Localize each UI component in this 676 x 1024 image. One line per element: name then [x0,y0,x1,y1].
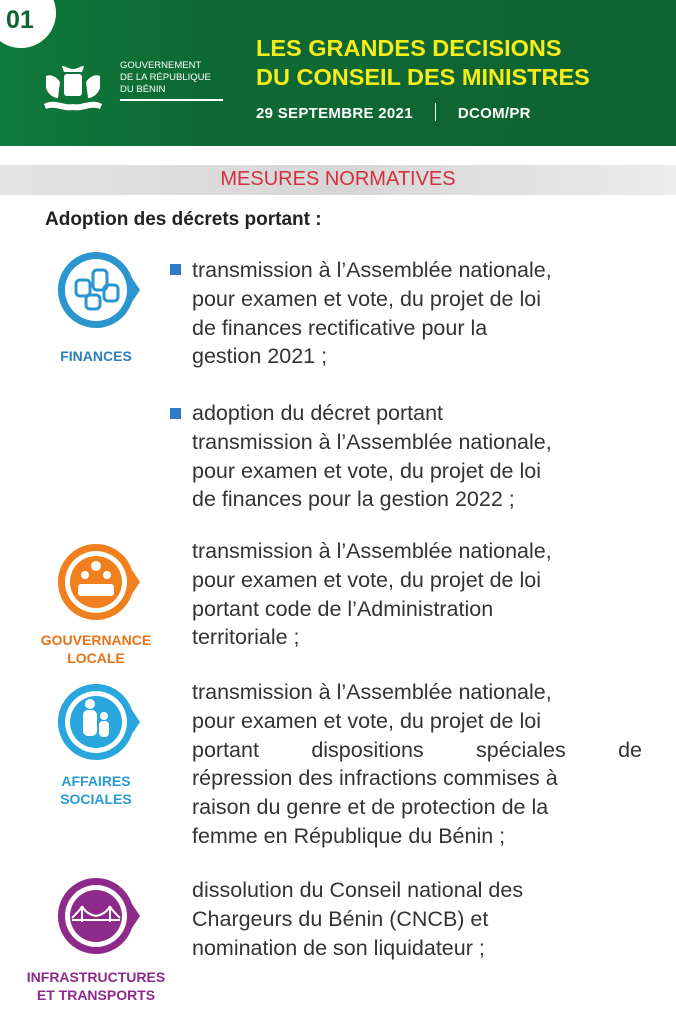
text-line: adoption du décret portant [192,401,444,425]
page-number: 01 [0,0,56,48]
separator [434,103,436,121]
infrastructures-bridge-icon [57,877,140,954]
text-line: portant dispositions spéciales de [192,737,642,762]
gov-line-1: GOUVERNEMENT [120,60,202,71]
text-line: transmission à l’Assemblée nationale, [192,258,552,282]
section-band: MESURES NORMATIVES [0,165,676,195]
text-line: portant code de l’Administration [192,596,494,621]
coat-of-arms-logo [44,66,102,111]
label-line: LOCALE [67,650,125,666]
bullet-icon [170,408,181,419]
date: 29 SEPTEMBRE 2021 [256,105,413,122]
gouvernance-item: transmission à l’Assemblée nationale, pou… [192,537,642,652]
section-title: MESURES NORMATIVES [220,168,456,190]
text-line: de finances pour la gestion 2022 ; [192,487,515,512]
text-line: femme en République du Bénin ; [192,823,506,848]
text-line: répression des infractions commises à [192,766,558,791]
subtitle: 29 SEPTEMBRE 2021 DCOM/PR [256,103,531,122]
text-line: pour examen et vote, du projet de loi [192,708,541,733]
finances-item-2: adoption du décret portant transmission à… [192,399,642,514]
gov-line-3: DU BÉNIN [120,84,166,95]
affaires-sociales-family-icon [57,683,140,760]
text-line: gestion 2021 ; [192,344,328,369]
gov-line-2: DE LA RÉPUBLIQUE [120,72,211,83]
title-line-1: LES GRANDES DECISIONS [256,35,562,61]
title-line-2: DU CONSEIL DES MINISTRES [256,64,590,90]
text-line: pour examen et vote, du projet de loi [192,567,541,592]
source: DCOM/PR [457,105,531,122]
government-name: GOUVERNEMENT DE LA RÉPUBLIQUE DU BÉNIN [120,60,211,96]
section-intro: Adoption des décrets portant : [45,209,322,230]
label-line: SOCIALES [60,791,132,807]
text-line: Chargeurs du Bénin (CNCB) et [192,906,489,931]
page-title: LES GRANDES DECISIONS DU CONSEIL DES MIN… [256,34,590,92]
bullet-icon [170,264,181,275]
text-line: pour examen et vote, du projet de loi [192,286,541,311]
finances-coins-icon [57,251,140,328]
text-line: nomination de son liquidateur ; [192,935,485,960]
text-line: pour examen et vote, du projet de loi [192,458,541,483]
text-line: territoriale ; [192,625,300,650]
infrastructures-item: dissolution du Conseil national des Charg… [192,876,642,962]
text-line: dissolution du Conseil national des [192,878,524,902]
label-line: ET TRANSPORTS [36,987,156,1003]
category-infrastructures: INFRASTRUCTURES ET TRANSPORTS [20,968,172,1004]
text-line: transmission à l’Assemblée nationale, [192,680,552,704]
finances-item-1: transmission à l’Assemblée nationale, pou… [192,256,642,371]
text-line: transmission à l’Assemblée nationale, [192,539,552,563]
gouvernance-people-icon [57,543,140,620]
divider [120,99,223,101]
label-line: GOUVERNANCE [40,632,152,648]
category-affaires-sociales: AFFAIRES SOCIALES [20,772,172,808]
text-line: raison du genre et de protection de la [192,795,549,820]
text-line: transmission à l’Assemblée nationale, [192,429,552,454]
category-gouvernance: GOUVERNANCE LOCALE [20,631,172,667]
affaires-sociales-item: transmission à l’Assemblée nationale, pou… [192,678,642,851]
label-line: AFFAIRES [61,773,131,789]
category-finances: FINANCES [60,348,132,364]
label-line: INFRASTRUCTURES [26,969,166,985]
text-line: de finances rectificative pour la [192,315,488,340]
header: 01 GOUVERNEMENT DE LA RÉPUBLIQUE DU BÉNI… [0,0,676,146]
